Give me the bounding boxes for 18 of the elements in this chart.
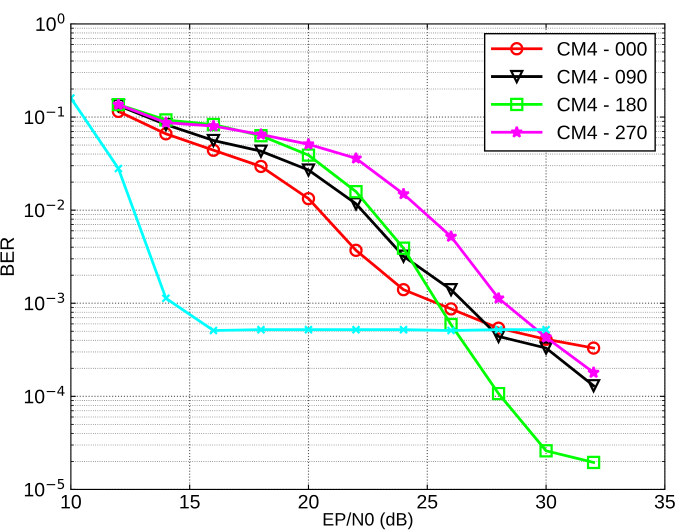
x-tick-label: 10 bbox=[62, 494, 81, 509]
x-tick-label: 20 bbox=[298, 494, 319, 509]
y-tick-label: 10$^{−3}$ bbox=[24, 292, 64, 310]
y-tick-label: 10$^{−4}$ bbox=[24, 386, 65, 404]
x-axis-title: EP/N0 (dB) bbox=[324, 512, 412, 530]
legend-label: CM4 - 180 bbox=[558, 98, 647, 112]
x-tick-label: 25 bbox=[417, 494, 438, 509]
x-tick-label: 30 bbox=[536, 494, 556, 509]
x-tick-label: 15 bbox=[180, 495, 200, 509]
x-tick-label: 35 bbox=[654, 494, 675, 509]
y-tick-label: 10$^{−5}$ bbox=[24, 478, 64, 497]
y-tick-label: 10$^{−1}$ bbox=[24, 106, 64, 124]
legend-label: CM4 - 090 bbox=[558, 70, 647, 84]
y-tick-label: 10$^{0}$ bbox=[36, 13, 64, 32]
legend-label: CM4 - 270 bbox=[558, 126, 647, 140]
legend-label: CM4 - 000 bbox=[558, 42, 647, 56]
y-axis-title: BER bbox=[0, 238, 14, 276]
y-tick-label: 10$^{−2}$ bbox=[24, 199, 64, 218]
